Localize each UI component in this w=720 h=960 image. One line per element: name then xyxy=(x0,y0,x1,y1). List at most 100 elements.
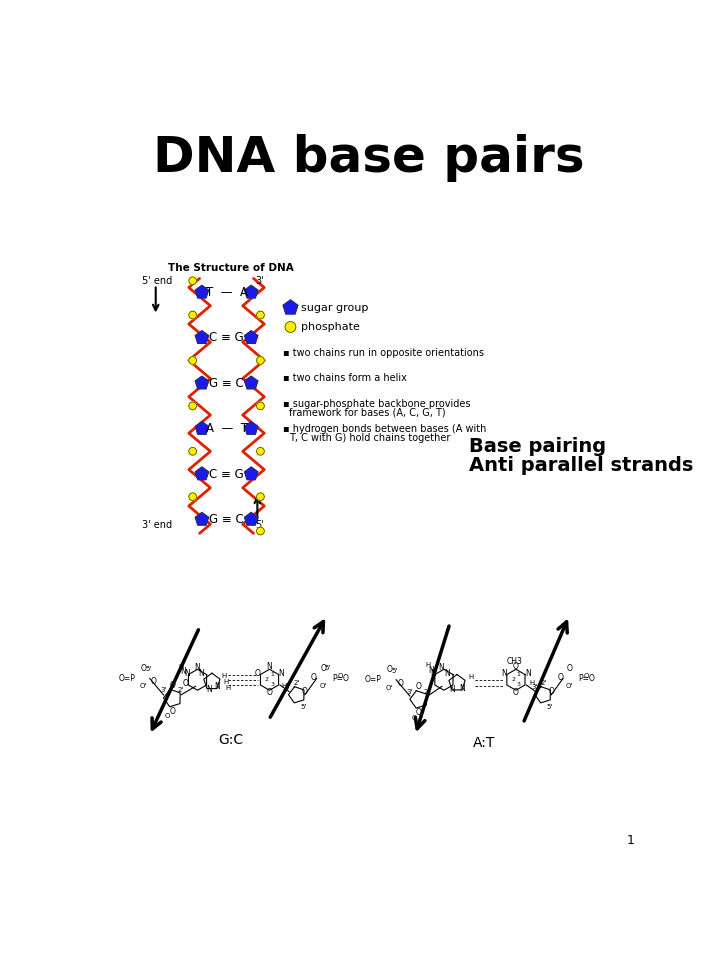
Text: O: O xyxy=(183,679,189,687)
Text: N: N xyxy=(431,669,436,679)
Circle shape xyxy=(256,492,264,500)
Polygon shape xyxy=(245,285,258,298)
Text: O=P: O=P xyxy=(119,674,135,683)
Text: 5': 5' xyxy=(145,666,151,672)
Polygon shape xyxy=(245,421,258,434)
Text: O: O xyxy=(302,687,307,696)
Text: O: O xyxy=(567,664,572,673)
Text: H: H xyxy=(469,674,474,680)
Polygon shape xyxy=(195,421,209,434)
Text: O': O' xyxy=(566,684,573,689)
Text: H: H xyxy=(225,685,231,691)
Text: 3' end: 3' end xyxy=(142,520,172,530)
Text: O: O xyxy=(416,682,422,691)
Text: 2: 2 xyxy=(265,677,269,683)
Text: CH3: CH3 xyxy=(507,657,523,666)
Polygon shape xyxy=(195,513,209,525)
Text: O=P: O=P xyxy=(365,675,382,684)
Text: O: O xyxy=(320,664,326,673)
Text: G ≡ C: G ≡ C xyxy=(210,376,244,390)
Text: 3': 3' xyxy=(161,687,166,693)
Text: O: O xyxy=(557,673,563,682)
Text: T  —  A: T — A xyxy=(205,286,248,299)
Text: N: N xyxy=(501,669,507,678)
Text: 2': 2' xyxy=(424,688,430,694)
Text: 5': 5' xyxy=(546,704,553,709)
Text: O': O' xyxy=(386,684,393,690)
Polygon shape xyxy=(245,513,258,525)
Text: O: O xyxy=(513,688,519,697)
Polygon shape xyxy=(195,376,209,389)
Text: 3': 3' xyxy=(531,684,537,690)
Polygon shape xyxy=(195,468,209,480)
Text: 5' end: 5' end xyxy=(142,276,172,286)
Text: N: N xyxy=(215,683,220,691)
Text: O: O xyxy=(311,673,317,682)
Circle shape xyxy=(256,447,264,455)
Text: N: N xyxy=(449,685,454,694)
Text: O: O xyxy=(140,664,146,673)
Text: O': O' xyxy=(320,684,327,689)
Text: sugar group: sugar group xyxy=(301,302,369,313)
Text: 2: 2 xyxy=(511,677,516,683)
Text: C ≡ G: C ≡ G xyxy=(210,331,244,345)
Circle shape xyxy=(189,492,197,500)
Text: 3: 3 xyxy=(516,683,521,687)
Text: 1: 1 xyxy=(270,672,274,677)
Text: N: N xyxy=(206,685,212,694)
Text: 2': 2' xyxy=(294,680,300,686)
Text: N: N xyxy=(438,663,444,673)
Text: framework for bases (A, C, G, T): framework for bases (A, C, G, T) xyxy=(289,408,446,418)
Text: O: O xyxy=(387,665,392,675)
Circle shape xyxy=(189,311,197,319)
Circle shape xyxy=(189,402,197,410)
Text: 5': 5' xyxy=(392,667,398,674)
Text: O: O xyxy=(255,669,261,678)
Circle shape xyxy=(189,276,197,284)
Polygon shape xyxy=(245,468,258,480)
Text: A:T: A:T xyxy=(473,735,495,750)
Text: H: H xyxy=(224,679,229,684)
Text: N: N xyxy=(198,669,204,678)
Text: P=O: P=O xyxy=(333,674,349,683)
Text: O: O xyxy=(150,677,157,686)
Text: O: O xyxy=(266,688,272,697)
Text: A  —  T: A — T xyxy=(205,422,248,435)
Text: 5': 5' xyxy=(300,704,307,709)
Text: O: O xyxy=(513,662,519,671)
Polygon shape xyxy=(195,331,209,344)
Text: N: N xyxy=(194,663,200,673)
Text: N: N xyxy=(444,669,450,678)
Text: 1: 1 xyxy=(627,834,635,847)
Text: The Structure of DNA: The Structure of DNA xyxy=(168,263,293,273)
Text: O: O xyxy=(397,679,403,687)
Text: ▪ two chains run in opposite orientations: ▪ two chains run in opposite orientation… xyxy=(283,348,484,358)
Text: 3': 3' xyxy=(284,684,291,690)
Text: H: H xyxy=(426,662,431,668)
Text: O: O xyxy=(411,715,416,721)
Text: O: O xyxy=(170,681,176,689)
Text: N: N xyxy=(180,667,186,676)
Circle shape xyxy=(256,402,264,410)
Circle shape xyxy=(189,447,197,455)
Text: ▪ hydrogen bonds between bases (A with: ▪ hydrogen bonds between bases (A with xyxy=(283,424,486,434)
Text: O: O xyxy=(165,713,170,719)
Text: 1: 1 xyxy=(516,672,521,677)
Text: 5': 5' xyxy=(255,520,264,530)
Circle shape xyxy=(256,527,264,535)
Text: C ≡ G: C ≡ G xyxy=(210,468,244,481)
Text: 3': 3' xyxy=(407,688,413,694)
Text: N: N xyxy=(428,666,433,675)
Text: H: H xyxy=(529,680,534,686)
Circle shape xyxy=(256,311,264,319)
Text: Base pairing: Base pairing xyxy=(469,437,606,456)
Text: T, C with G) hold chains together: T, C with G) hold chains together xyxy=(289,433,450,444)
Circle shape xyxy=(189,356,197,364)
Polygon shape xyxy=(245,331,258,344)
Text: phosphate: phosphate xyxy=(301,322,360,332)
Text: ▪ two chains form a helix: ▪ two chains form a helix xyxy=(283,373,407,383)
Circle shape xyxy=(285,322,296,332)
Text: 3': 3' xyxy=(255,276,264,286)
Text: G:C: G:C xyxy=(218,733,243,748)
Text: O: O xyxy=(338,673,343,679)
